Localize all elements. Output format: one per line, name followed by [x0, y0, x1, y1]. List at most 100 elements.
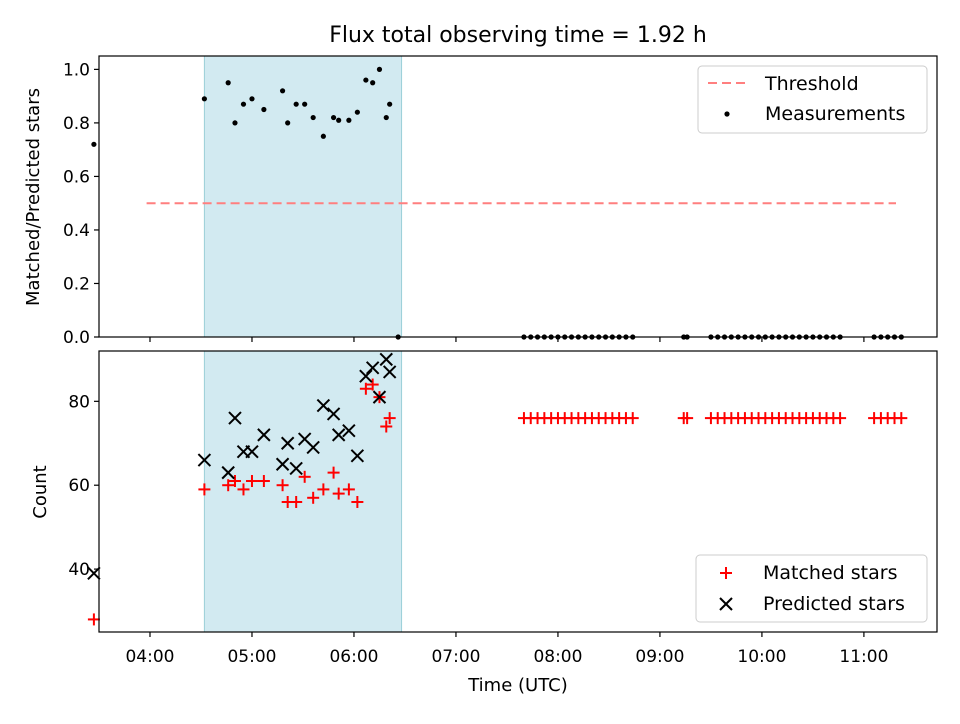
predicted-star-stroke-b — [382, 365, 397, 379]
matched-star-point — [681, 412, 694, 425]
x-tick-label: 06:00 — [329, 647, 378, 667]
predicted-star-stroke-b — [245, 444, 259, 459]
matched-star-point — [298, 470, 311, 483]
bottom-legend: Matched stars Predicted stars — [695, 554, 928, 623]
bottom-legend-box — [695, 554, 928, 623]
top-y-tick-label: 0.4 — [63, 221, 90, 241]
x-axis-label: Time (UTC) — [467, 675, 568, 696]
predicted-star-stroke-b — [379, 352, 393, 367]
predicted-star-point — [379, 352, 393, 367]
measurement-point — [201, 96, 207, 102]
bottom-y-ticks: 40 60 80 — [68, 392, 99, 580]
predicted-star-point — [372, 390, 387, 404]
x-tick-label: 04:00 — [125, 647, 174, 667]
top-axes-frame — [98, 55, 938, 338]
predicted-star-stroke-b — [280, 436, 295, 450]
predicted-star-stroke-b — [350, 449, 365, 463]
bottom-x-ticks: 04:00 05:00 06:00 07:00 08:00 09:00 10:00 11:00 — [125, 632, 888, 667]
measurement-point — [310, 114, 316, 121]
matched-star-point — [276, 479, 289, 492]
top-panel: 0.0 0.2 0.4 0.6 0.8 1.0 Matched/Predicted sta… — [23, 55, 938, 348]
matched-star-point — [237, 483, 250, 496]
legend-predicted-label: Predicted stars — [763, 593, 905, 615]
matched-star-point — [342, 483, 355, 496]
predicted-star-stroke-b — [197, 453, 212, 467]
measurement-point — [302, 101, 308, 107]
legend-threshold-label: Threshold — [764, 73, 859, 95]
x-tick-label: 10:00 — [737, 647, 786, 667]
bottom-shaded-region — [203, 350, 403, 633]
measurement-point — [249, 96, 255, 102]
matched-star-point — [895, 412, 908, 425]
x-tick-label: 08:00 — [533, 647, 582, 667]
predicted-star-stroke-b — [372, 390, 387, 404]
top-legend: Threshold Measurements — [697, 65, 928, 134]
matched-star-point — [87, 613, 100, 626]
predicted-star-stroke-b — [221, 465, 235, 480]
predicted-star-stroke-b — [326, 407, 341, 421]
x-tick-label: 05:00 — [227, 647, 276, 667]
measurement-point — [370, 80, 376, 86]
top-y-tick-label: 0.2 — [63, 274, 90, 294]
legend-matched-swatch — [720, 567, 732, 579]
measurement-point — [91, 141, 97, 147]
bottom-y-tick-label: 80 — [68, 392, 90, 412]
x-tick-label: 11:00 — [839, 647, 888, 667]
predicted-star-point — [365, 361, 380, 375]
top-legend-box — [697, 65, 928, 134]
matched-star-point — [332, 487, 345, 500]
predicted-star-stroke-b — [365, 361, 380, 375]
measurement-point — [225, 80, 231, 86]
x-tick-label: 09:00 — [635, 647, 684, 667]
top-y-tick-label: 0.8 — [63, 114, 90, 134]
legend-predicted-swatch — [719, 597, 733, 611]
top-shaded-region — [203, 55, 403, 338]
measurement-point — [363, 77, 369, 83]
measurement-point — [279, 88, 286, 94]
top-y-ticks: 0.0 0.2 0.4 0.6 0.8 1.0 — [63, 60, 99, 348]
measurement-point — [240, 101, 247, 107]
chart-title: Flux total observing time = 1.92 h — [329, 23, 707, 48]
matched-star-point — [198, 483, 211, 496]
matched-star-point — [327, 466, 340, 479]
matched-star-point — [359, 382, 372, 395]
matched-star-point — [383, 412, 396, 425]
predicted-star-point — [289, 461, 303, 476]
predicted-star-point — [275, 457, 290, 471]
legend-measurements-label: Measurements — [765, 103, 905, 125]
matched-star-point — [257, 475, 270, 488]
predicted-star-stroke-b — [359, 369, 373, 383]
measurement-point — [354, 109, 360, 115]
bottom-y-tick-label: 40 — [68, 560, 90, 580]
predicted-star-point — [197, 453, 212, 467]
measurement-point — [285, 120, 291, 126]
matched-star-point — [222, 479, 235, 492]
predicted-star-stroke-b — [331, 428, 346, 442]
matched-star-point — [626, 412, 639, 425]
measurement-point — [293, 101, 299, 107]
top-y-axis-label: Matched/Predicted stars — [23, 88, 44, 306]
matched-star-point — [351, 495, 364, 508]
predicted-star-point — [221, 465, 235, 480]
measurement-point — [330, 114, 337, 121]
predicted-star-point — [228, 411, 242, 425]
top-y-tick-label: 1.0 — [63, 60, 90, 80]
x-tick-label: 07:00 — [431, 647, 480, 667]
measurement-point — [320, 133, 326, 139]
top-y-tick-label: 0.0 — [63, 328, 90, 348]
matched-star-point — [228, 475, 241, 488]
matched-star-point — [366, 378, 379, 391]
predicted-star-point — [342, 423, 356, 438]
matched-star-point — [290, 495, 303, 508]
predicted-star-point — [359, 369, 373, 383]
count-points — [87, 352, 908, 626]
predicted-star-stroke-b — [297, 432, 312, 446]
predicted-star-point — [350, 449, 365, 463]
predicted-star-point — [331, 428, 346, 442]
bottom-axes-frame — [98, 350, 938, 633]
legend-matched-label: Matched stars — [763, 562, 897, 584]
bottom-y-tick-label: 60 — [68, 476, 90, 496]
predicted-star-point — [280, 436, 295, 450]
measurement-point — [387, 101, 393, 107]
